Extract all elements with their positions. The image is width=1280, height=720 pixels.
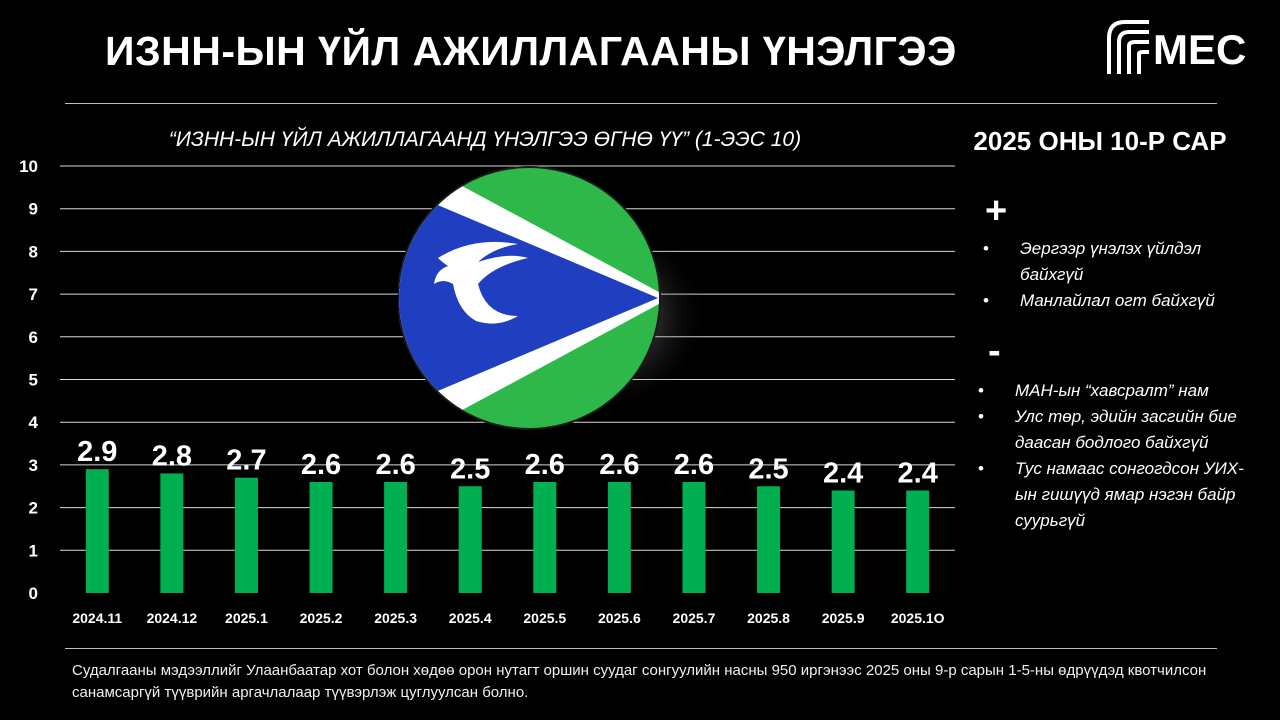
- data-label: 2.6: [301, 449, 341, 481]
- bar-chart: 0 1 2 3 4 5 6 7 8 9 10 2.9 2024.11 2.8 2024.12 2.7 2025.…: [19, 157, 955, 626]
- data-label: 2.5: [450, 453, 490, 485]
- x-tick-label: 2025.9: [822, 610, 865, 626]
- x-tick-label: 2025.3: [374, 610, 417, 626]
- chart-subtitle: “ИЗНН-ЫН ҮЙЛ АЖИЛЛАГААНД ҮНЭЛГЭЭ ӨГНӨ ҮҮ…: [168, 128, 802, 151]
- party-emblem: [398, 166, 708, 430]
- minus-item: Тус намаас сонгогдсон УИХ-ын гишүүд ямар…: [970, 456, 1260, 534]
- y-tick-label: 0: [29, 584, 38, 603]
- data-label: 2.8: [152, 440, 192, 472]
- x-tick-label: 2025.8: [747, 610, 790, 626]
- plus-list: Эергээр үнэлэх үйлдэл байхгүй Манлайлал …: [975, 236, 1265, 314]
- plus-sign: +: [985, 190, 1008, 232]
- bar: [234, 477, 258, 593]
- minus-list: МАН-ын “хавсралт” нам Улс төр, эдийн зас…: [970, 378, 1260, 534]
- x-tick-label: 2025.1O: [891, 610, 945, 626]
- bar: [533, 481, 557, 593]
- page-title: ИЗНН-ЫН ҮЙЛ АЖИЛЛАГААНЫ ҮНЭЛГЭЭ: [105, 28, 957, 74]
- x-tick-label: 2025.1: [225, 610, 268, 626]
- y-tick-label: 7: [29, 285, 38, 304]
- data-label: 2.6: [599, 449, 639, 481]
- minus-item: Улс төр, эдийн засгийн бие даасан бодлог…: [970, 404, 1260, 456]
- data-label: 2.9: [77, 436, 117, 468]
- y-tick-label: 3: [29, 456, 38, 475]
- bar: [458, 486, 482, 593]
- plus-item: Манлайлал огт байхгүй: [975, 288, 1265, 314]
- data-label: 2.7: [226, 445, 266, 477]
- y-tick-label: 5: [29, 371, 38, 390]
- plus-item: Эергээр үнэлэх үйлдэл байхгүй: [975, 236, 1265, 288]
- data-label: 2.6: [674, 449, 714, 481]
- period-heading: 2025 ОНЫ 10-Р САР: [973, 126, 1227, 156]
- footer-divider: [65, 648, 1217, 649]
- x-tick-label: 2025.6: [598, 610, 641, 626]
- bar: [85, 469, 109, 593]
- y-tick-label: 4: [29, 413, 39, 432]
- mec-logo: MEC: [1107, 20, 1246, 74]
- data-label: 2.5: [748, 453, 788, 485]
- x-tick-label: 2025.5: [523, 610, 566, 626]
- bar: [757, 486, 781, 593]
- header-divider: [65, 103, 1217, 104]
- logo-text: MEC: [1153, 26, 1246, 73]
- bar: [309, 481, 333, 593]
- x-tick-label: 2025.2: [300, 610, 343, 626]
- bar: [384, 481, 408, 593]
- data-label: 2.6: [375, 449, 415, 481]
- y-tick-label: 10: [19, 157, 38, 176]
- minus-sign: -: [988, 330, 1001, 372]
- y-tick-label: 8: [29, 242, 38, 261]
- bar: [160, 473, 184, 593]
- bar: [906, 490, 930, 593]
- y-tick-label: 1: [29, 541, 38, 560]
- bar: [682, 481, 706, 593]
- bar: [607, 481, 631, 593]
- x-tick-label: 2025.7: [673, 610, 716, 626]
- data-label: 2.6: [525, 449, 565, 481]
- x-tick-label: 2024.12: [147, 610, 198, 626]
- y-tick-label: 6: [29, 328, 38, 347]
- data-label: 2.4: [898, 458, 938, 490]
- x-tick-label: 2024.11: [72, 610, 122, 626]
- x-tick-label: 2025.4: [449, 610, 492, 626]
- data-label: 2.4: [823, 458, 863, 490]
- minus-item: МАН-ын “хавсралт” нам: [970, 378, 1260, 404]
- y-tick-label: 9: [29, 200, 38, 219]
- footnote: Судалгааны мэдээллийг Улаанбаатар хот бо…: [72, 662, 1207, 701]
- bar: [831, 490, 855, 593]
- y-tick-label: 2: [29, 499, 38, 518]
